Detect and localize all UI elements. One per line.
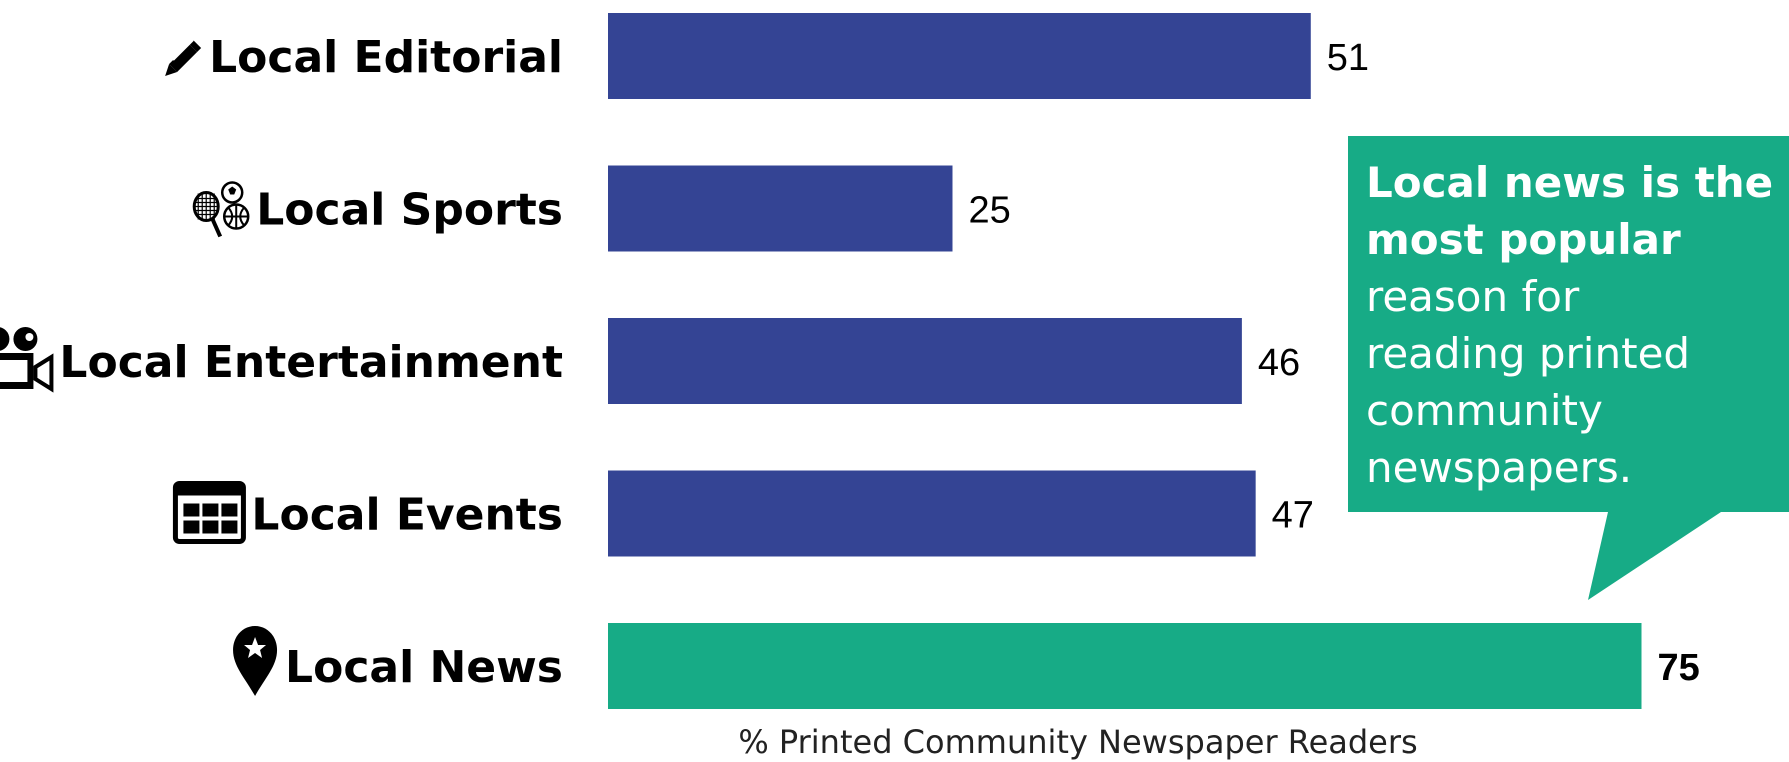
x-axis-title: % Printed Community Newspaper Readers: [738, 723, 1417, 761]
callout-bubble: [1348, 136, 1789, 600]
callout-line-6: newspapers.: [1366, 443, 1632, 492]
value-label-local-news: 75: [1658, 647, 1700, 689]
value-label-local-events: 47: [1272, 495, 1314, 537]
bar-local-sports: [608, 165, 953, 252]
value-label-local-entertainment: 46: [1258, 342, 1300, 384]
bar-local-events: [608, 470, 1256, 557]
bar-local-editorial: [608, 13, 1311, 99]
bar-local-news: [608, 623, 1642, 709]
calendar-icon: [172, 481, 246, 544]
value-label-local-sports: 25: [969, 190, 1011, 232]
category-labels: Local Editorial Local Sports Local Enterta…: [59, 32, 563, 693]
category-label-local-editorial: Local Editorial: [209, 32, 563, 83]
pencil-icon: [165, 39, 202, 76]
category-icons: [0, 39, 278, 696]
bar-local-entertainment: [608, 318, 1242, 404]
sports-balls-icon: [192, 181, 250, 238]
callout-line-3: reason for: [1366, 272, 1580, 321]
category-label-local-events: Local Events: [251, 490, 563, 541]
value-label-local-editorial: 51: [1327, 37, 1369, 79]
category-label-local-news: Local News: [285, 642, 563, 693]
category-label-local-entertainment: Local Entertainment: [59, 337, 563, 388]
value-labels: 51 25 46 47 75: [969, 37, 1700, 689]
callout-line-2: most popular: [1366, 215, 1681, 264]
category-label-local-sports: Local Sports: [256, 185, 563, 236]
callout-box: Local news is the most popular reason fo…: [1348, 136, 1789, 600]
callout-line-1: Local news is the: [1366, 158, 1773, 207]
movie-camera-icon: [0, 327, 54, 393]
callout-line-5: community: [1366, 386, 1603, 435]
map-pin-star-icon: [233, 626, 278, 696]
bars-group: [608, 13, 1642, 709]
callout-line-4: reading printed: [1366, 329, 1690, 378]
